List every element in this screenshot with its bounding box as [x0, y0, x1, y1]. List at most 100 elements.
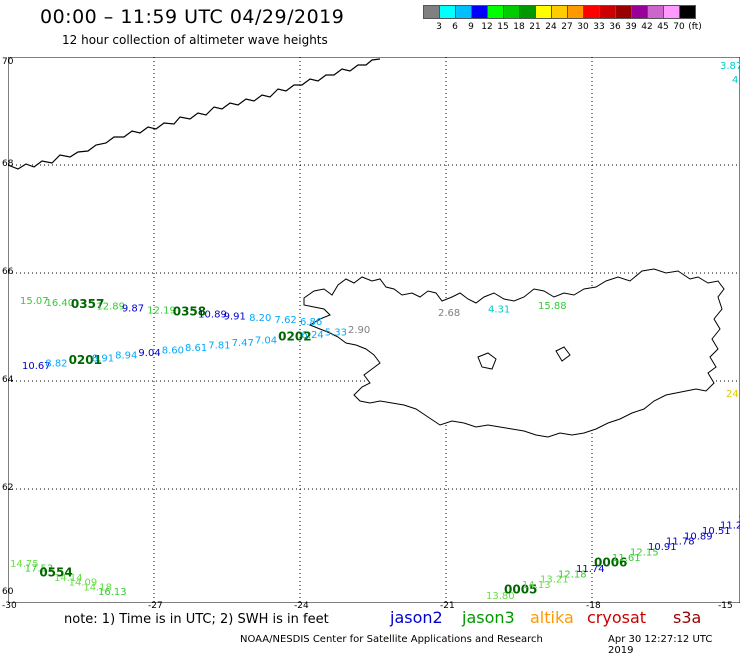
- color-scale-label: 18: [513, 22, 525, 32]
- color-swatch: [631, 5, 648, 19]
- wave-height-label: 7.62: [275, 315, 297, 326]
- wave-height-label: 14.13: [522, 580, 551, 591]
- color-scale-label: 24: [545, 22, 557, 32]
- latitude-label: 70: [2, 57, 14, 67]
- wave-height-label: 12.15: [630, 548, 659, 559]
- wave-height-label: 8.91: [92, 353, 114, 364]
- wave-height-label: 14.18: [83, 582, 112, 593]
- wave-height-label: 7.47: [232, 338, 254, 349]
- color-scale-label: 27: [561, 22, 573, 32]
- wave-height-label: 4.31: [488, 305, 510, 316]
- wave-height-label: 2.90: [348, 325, 370, 336]
- pass-time-label: 0005: [504, 583, 537, 597]
- wave-height-label: 11.78: [666, 537, 695, 548]
- wave-height-label: 8.61: [185, 343, 207, 354]
- satellite-legend-item: altika: [530, 608, 574, 627]
- color-scale-label: 9: [468, 22, 474, 32]
- wave-height-label: 8.94: [115, 351, 137, 362]
- latitude-label: 68: [2, 159, 14, 169]
- wave-height-label: 17.53: [25, 564, 54, 575]
- color-scale-label: 3: [436, 22, 442, 32]
- color-swatch: [519, 5, 536, 19]
- wave-height-label: 14.75: [10, 559, 39, 570]
- color-swatch: [599, 5, 616, 19]
- wave-height-label: 8.82: [45, 358, 67, 369]
- wave-height-label: 10.89: [684, 531, 713, 542]
- color-scale-label: 70: [673, 22, 685, 32]
- wave-height-label: 11.61: [612, 553, 641, 564]
- wave-height-label: 6.86: [300, 317, 322, 328]
- satellite-legend-item: jason3: [462, 608, 515, 627]
- wave-height-label: 11.28: [720, 520, 740, 531]
- color-scale-label: 15: [497, 22, 509, 32]
- color-scale-label: 6: [452, 22, 458, 32]
- wave-height-label: 7.04: [255, 335, 277, 346]
- timestamp-text: Apr 30 12:27:12 UTC 2019: [608, 634, 713, 656]
- wave-height-label: 12.89: [96, 302, 125, 313]
- color-scale-label: 45: [657, 22, 669, 32]
- wave-height-label: 10.67: [22, 361, 51, 372]
- wave-height-label: 3.87: [720, 61, 740, 72]
- satellite-legend-item: jason2: [390, 608, 443, 627]
- color-swatch: [471, 5, 488, 19]
- color-swatch: [535, 5, 552, 19]
- map-title: 00:00 – 11:59 UTC 04/29/2019: [40, 6, 345, 28]
- wave-height-label: 8.60: [162, 346, 184, 357]
- pass-time-label: 0357: [71, 297, 104, 311]
- wave-height-label: 24: [726, 389, 739, 400]
- wave-height-label: 13.21: [540, 575, 569, 586]
- iceland-landmass: [303, 268, 725, 438]
- color-scale-label: 39: [625, 22, 637, 32]
- satellite-legend-item: cryosat: [587, 608, 647, 627]
- color-scale-label: (ft): [688, 22, 702, 32]
- pass-time-label: 0202: [278, 330, 311, 344]
- wave-height-label: 4: [732, 75, 738, 86]
- wave-height-label: 2.68: [438, 308, 460, 319]
- longitude-label: -21: [440, 601, 455, 611]
- iceland-lake: [477, 352, 497, 370]
- wave-height-label: 7.81: [208, 340, 230, 351]
- color-swatch: [583, 5, 600, 19]
- longitude-label: -30: [2, 601, 17, 611]
- wave-height-label: 9.91: [224, 311, 246, 322]
- wave-height-label: 10.51: [702, 526, 731, 537]
- latitude-label: 66: [2, 267, 14, 277]
- color-swatch: [423, 5, 440, 19]
- iceland-lake: [555, 346, 571, 362]
- pass-time-label: 0006: [594, 555, 627, 569]
- color-scale-labels: 3 6 9 12 15 18 21 24 27 30 33 36 39 42 45 70 (ft): [423, 22, 740, 34]
- wave-height-label: 10.91: [648, 542, 677, 553]
- wave-height-label: 6.24: [301, 330, 323, 341]
- footer-note: note: 1) Time is in UTC; 2) SWH is in fe…: [64, 612, 329, 627]
- latitude-label: 64: [2, 375, 14, 385]
- map-subtitle: 12 hour collection of altimeter wave hei…: [62, 33, 328, 47]
- wave-height-label: 14.14: [54, 573, 83, 584]
- wave-height-label: 16.13: [98, 587, 127, 598]
- satellite-legend-item: s3a: [673, 608, 702, 627]
- pass-time-label: 0358: [173, 304, 206, 318]
- color-swatch: [647, 5, 664, 19]
- pass-time-label: 0554: [39, 565, 72, 579]
- pass-time-label: 0201: [69, 353, 102, 367]
- greenland-coastline: [8, 58, 381, 170]
- wave-height-label: 11: [738, 515, 740, 526]
- wave-height-label: 5.33: [325, 328, 347, 339]
- wave-height-label: 16.40: [45, 298, 74, 309]
- color-scale-label: 30: [577, 22, 589, 32]
- color-swatch: [551, 5, 568, 19]
- wave-height-label: 15.07: [20, 296, 49, 307]
- color-scale-label: 21: [529, 22, 541, 32]
- wave-height-label: 13.80: [486, 591, 515, 602]
- color-swatch: [455, 5, 472, 19]
- credit-text: NOAA/NESDIS Center for Satellite Applica…: [240, 634, 543, 645]
- wave-height-label: 12.19: [147, 306, 176, 317]
- latitude-label: 62: [2, 483, 14, 493]
- wave-height-label: 9.87: [122, 304, 144, 315]
- color-scale-label: 36: [609, 22, 621, 32]
- color-scale-legend: [423, 5, 696, 19]
- color-swatch: [663, 5, 680, 19]
- wave-height-label: 14.09: [69, 578, 98, 589]
- wave-height-label: 8.20: [249, 313, 271, 324]
